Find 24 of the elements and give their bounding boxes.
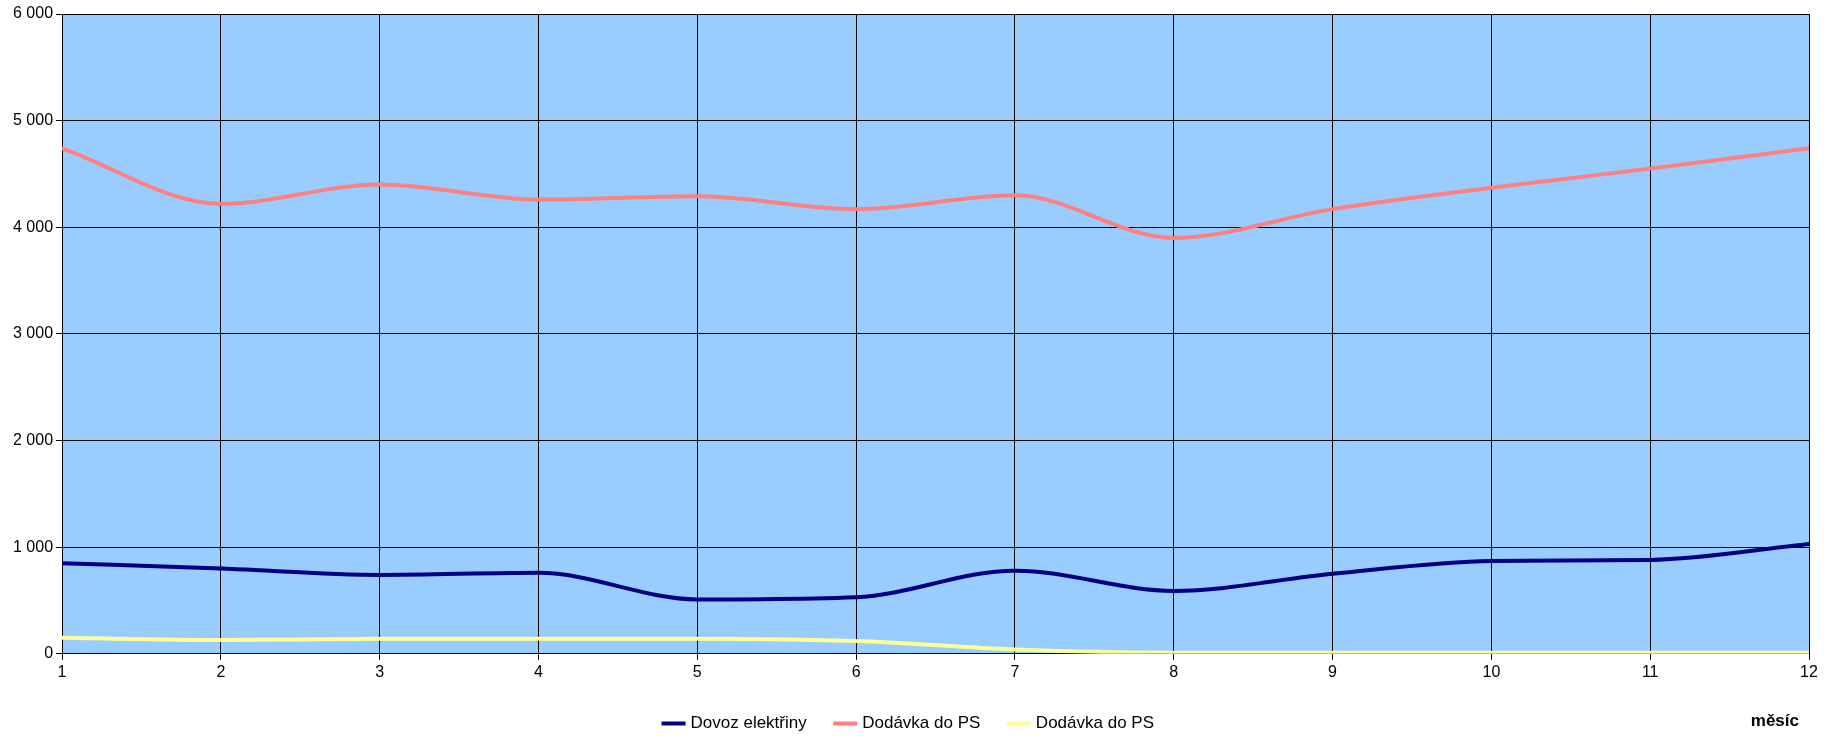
x-tick-label: 2 (216, 662, 226, 680)
y-tick-label: 0 (44, 644, 54, 662)
legend-label: Dodávka do PS (862, 713, 981, 733)
y-tick-label: 5 000 (12, 111, 54, 129)
x-tick-label: 1 (57, 662, 67, 680)
x-tick-label: 10 (1482, 662, 1501, 680)
line-series (62, 635, 1809, 654)
x-tick-label: 5 (692, 662, 702, 680)
x-tick-label: 7 (1010, 662, 1020, 680)
x-tick-label: 12 (1800, 662, 1818, 680)
y-tick-label: 2 000 (12, 430, 54, 448)
legend-label: Dovoz elektřiny (690, 713, 808, 733)
x-tick-label: 6 (851, 662, 861, 680)
x-tick-label: 3 (375, 662, 385, 680)
legend-label: Dodávka do PS (1035, 713, 1154, 733)
y-tick-label: 4 000 (12, 217, 54, 235)
y-tick-label: 6 000 (12, 4, 54, 22)
x-tick-label: 8 (1169, 662, 1179, 680)
x-tick-label: 4 (534, 662, 544, 680)
y-tick-label: 3 000 (12, 324, 54, 342)
x-tick-label: 11 (1641, 662, 1659, 680)
x-tick-label: 9 (1328, 662, 1338, 680)
x-axis-title: měsíc (1750, 711, 1799, 731)
y-tick-label: 1 000 (12, 537, 54, 555)
